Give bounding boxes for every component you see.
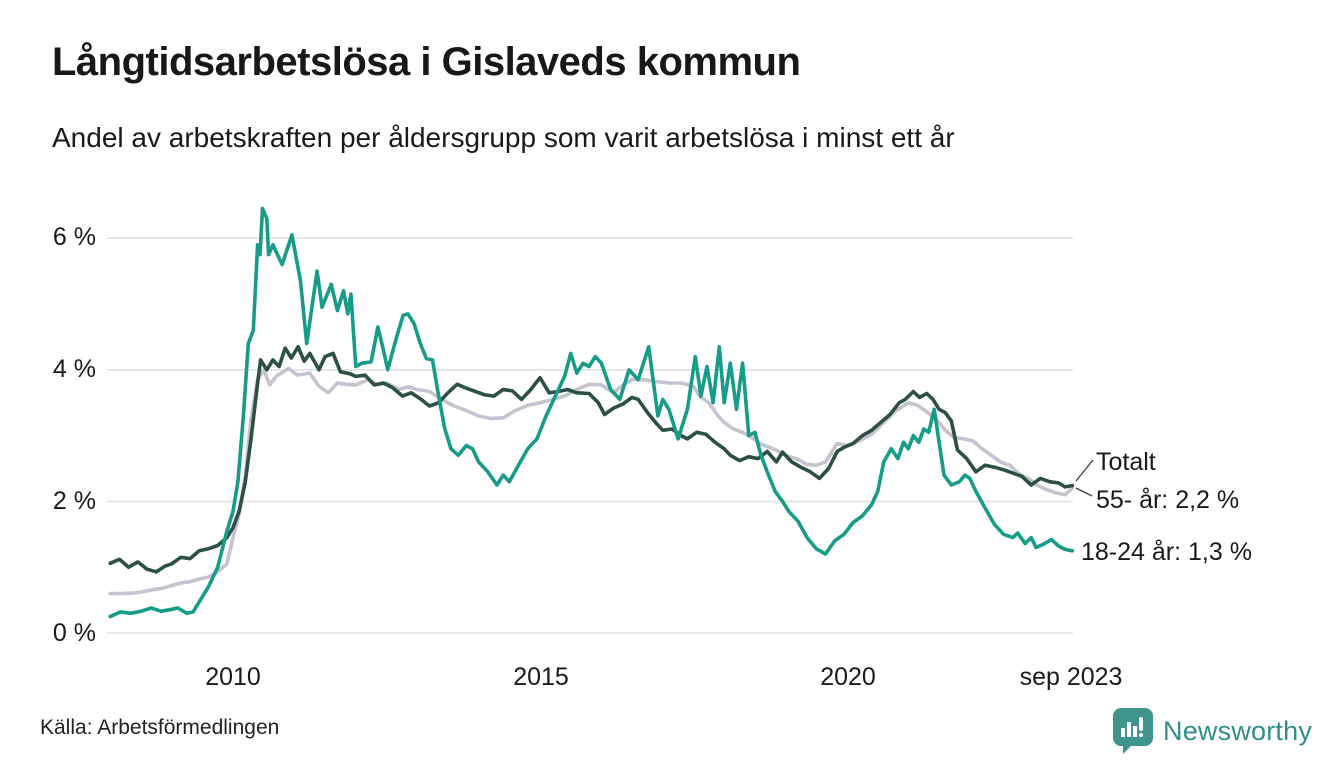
y-axis-tick-0: 0 % xyxy=(52,619,96,647)
y-axis-tick-4: 4 % xyxy=(52,355,96,383)
callout-line-55-ar xyxy=(1075,487,1093,497)
newsworthy-wordmark: Newsworthy xyxy=(1163,715,1313,746)
newsworthy-speech-bubble-icon xyxy=(1113,708,1153,754)
logo-bar-2 xyxy=(1127,722,1131,737)
x-axis-tick-2015: 2015 xyxy=(513,663,569,691)
source-note: Källa: Arbetsförmedlingen xyxy=(40,716,280,739)
series-line-55-r xyxy=(108,366,1075,596)
callout-line-totalt xyxy=(1075,459,1094,482)
series-label-55-ar: 55- år: 2,2 % xyxy=(1096,486,1240,514)
logo-exclamation-stem xyxy=(1139,717,1143,731)
logo-exclamation-dot xyxy=(1139,733,1143,737)
y-axis-tick-2: 2 % xyxy=(52,487,96,515)
y-axis-tick-6: 6 % xyxy=(52,223,96,251)
series-line-totalt xyxy=(108,344,1075,574)
series-label-18-24-ar: 18-24 år: 1,3 % xyxy=(1081,538,1252,566)
series-label-totalt: Totalt xyxy=(1096,448,1156,476)
logo-bar-3 xyxy=(1133,726,1137,737)
chart-subtitle: Andel av arbetskraften per åldersgrupp s… xyxy=(52,122,955,153)
x-axis-tick-sep-2023: sep 2023 xyxy=(1019,663,1123,691)
x-axis-tick-2020: 2020 xyxy=(820,663,876,691)
series-line-18-24-r xyxy=(108,206,1075,619)
page-title: Långtidsarbetslösa i Gislaveds kommun xyxy=(52,40,801,84)
newsworthy-logo: Newsworthy xyxy=(1113,708,1312,754)
x-axis-tick-2010: 2010 xyxy=(205,663,261,691)
logo-bar-1 xyxy=(1121,728,1125,737)
